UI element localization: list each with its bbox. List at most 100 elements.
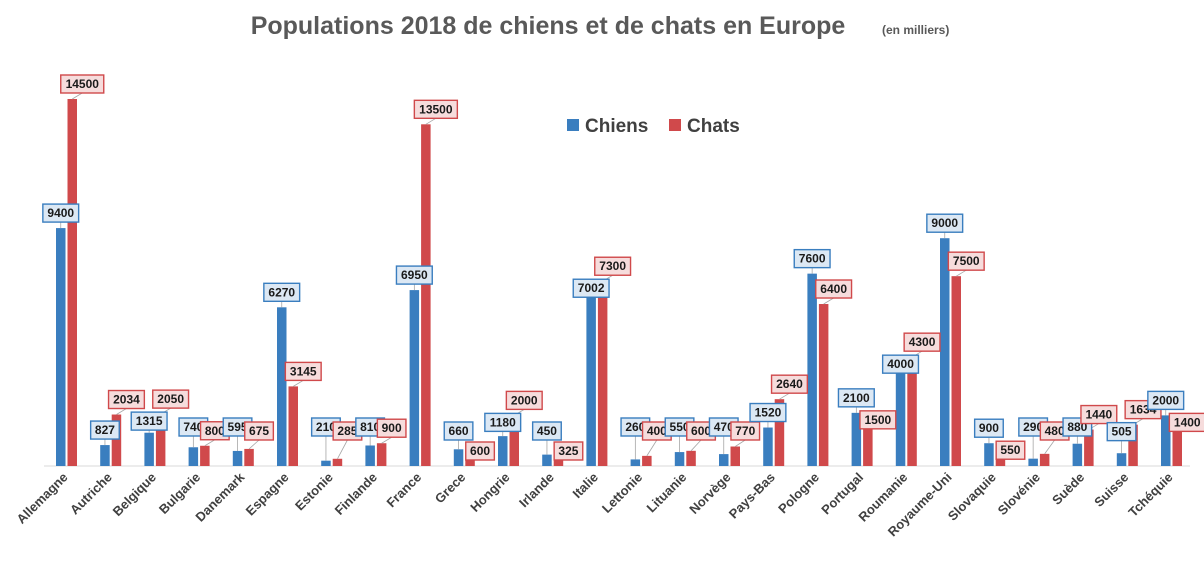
x-tick-label-pays-bas: Pays-Bas: [726, 470, 778, 522]
leader-lines-layer: [60, 92, 1188, 461]
data-label-box-chats-norvege: [730, 421, 761, 441]
data-label-box-chiens-grece: [443, 421, 474, 441]
data-label-box-chats-pays-bas: [770, 374, 809, 394]
data-label-chiens-norvege: 470: [714, 420, 734, 434]
x-tick-label-autriche: Autriche: [67, 470, 115, 518]
bar-chats-lettonie: [642, 455, 652, 466]
x-tick-label-slovenie: Slovénie: [995, 470, 1043, 518]
x-tick-label-tchequie: Tchéquie: [1125, 470, 1175, 520]
data-label-box-chats-finlande: [376, 418, 407, 438]
data-label-chats-autriche: 2034: [113, 393, 140, 407]
bar-chats-hongrie: [509, 415, 519, 466]
x-tick-label-italie: Italie: [569, 470, 601, 502]
bar-chiens-bulgarie: [188, 447, 199, 466]
legend-label-chiens: Chiens: [585, 116, 648, 137]
bar-chats-suisse: [1128, 424, 1138, 466]
data-label-box-chats-slovaquie: [995, 440, 1026, 460]
data-label-chats-espagne: 3145: [290, 364, 317, 378]
bar-chiens-suede: [1072, 443, 1083, 466]
data-label-box-chiens-roumanie: [881, 354, 920, 374]
bar-chats-danemark: [244, 448, 254, 466]
data-label-chiens-grece: 660: [449, 424, 469, 438]
data-label-box-chats-tchequie: [1168, 412, 1204, 433]
data-label-box-chats-pologne: [815, 279, 853, 299]
bar-chats-tchequie: [1172, 430, 1182, 466]
chart-title: Populations 2018 de chiens et de chats e…: [251, 12, 846, 40]
data-label-chats-france: 13500: [419, 102, 453, 116]
data-label-box-chiens-tchequie: [1147, 390, 1185, 411]
leader-line-chats-lituanie: [690, 439, 702, 452]
bar-chiens-finlande: [365, 445, 375, 466]
data-label-chiens-autriche: 827: [95, 423, 115, 437]
data-label-box-chiens-pologne: [793, 248, 831, 269]
data-label-box-chats-portugal: [859, 410, 897, 430]
data-label-box-chiens-france: [395, 265, 433, 285]
data-label-box-chiens-hongrie: [484, 412, 522, 433]
bar-chiens-grece: [453, 449, 464, 466]
bar-chats-lituanie: [686, 450, 696, 466]
data-label-box-chiens-suisse: [1106, 421, 1137, 442]
data-label-chats-pologne: 6400: [820, 282, 847, 296]
data-label-chats-royaume-uni: 7500: [953, 254, 980, 268]
leader-line-chats-slovenie: [1044, 439, 1055, 455]
bar-chiens-allemagne: [56, 228, 66, 466]
leader-line-chats-lettonie: [646, 439, 658, 457]
data-label-chiens-bulgarie: 740: [183, 420, 203, 434]
bar-chats-finlande: [376, 443, 387, 466]
bar-chiens-royaume-uni: [940, 238, 950, 466]
x-tick-label-lituanie: Lituanie: [644, 470, 690, 516]
data-label-chiens-hongrie: 1180: [490, 415, 516, 429]
data-label-box-chiens-belgique: [130, 411, 168, 431]
leader-line-chats-bulgarie: [204, 439, 216, 447]
data-label-chats-grece: 600: [470, 444, 490, 458]
data-label-chats-irlande: 325: [558, 444, 578, 458]
leader-line-chats-pays-bas: [779, 392, 790, 400]
bar-chats-suede: [1084, 429, 1094, 466]
data-label-box-chats-royaume-uni: [947, 251, 985, 271]
data-label-chats-lettonie: 400: [647, 424, 667, 438]
data-label-chats-slovenie: 480: [1045, 424, 1065, 438]
data-label-chiens-lettonie: 260: [625, 420, 645, 434]
bar-chiens-pologne: [807, 273, 817, 466]
data-label-box-chiens-pays-bas: [749, 402, 787, 423]
data-label-box-chiens-irlande: [531, 421, 562, 441]
x-tick-label-pologne: Pologne: [775, 470, 822, 517]
data-label-chiens-pays-bas: 1520: [755, 406, 782, 420]
bar-chats-italie: [597, 281, 608, 466]
x-tick-label-slovaquie: Slovaquie: [945, 470, 999, 524]
x-tick-labels-layer: AllemagneAutricheBelgiqueBulgarieDanemar…: [14, 469, 1176, 539]
leader-line-chats-finlande: [381, 436, 392, 444]
data-label-box-chats-autriche: [107, 389, 146, 410]
data-label-box-chats-hongrie: [505, 390, 543, 411]
data-label-box-chats-grece: [465, 441, 496, 461]
data-label-chiens-allemagne: 9400: [47, 206, 74, 220]
x-tick-label-belgique: Belgique: [110, 470, 159, 519]
bar-chiens-norvege: [719, 454, 729, 466]
data-label-chiens-irlande: 450: [537, 424, 557, 438]
x-tick-label-espagne: Espagne: [243, 470, 292, 519]
bar-chats-allemagne: [67, 99, 77, 466]
bar-chiens-slovenie: [1028, 458, 1038, 466]
x-tick-label-finlande: Finlande: [332, 470, 380, 518]
bar-chiens-suisse: [1116, 453, 1127, 466]
bar-chats-roumanie: [907, 357, 917, 466]
bar-chats-estonie: [332, 458, 343, 466]
data-label-chats-hongrie: 2000: [511, 393, 538, 407]
bar-chiens-roumanie: [895, 364, 906, 466]
leader-line-chats-danemark: [248, 439, 260, 450]
bar-chiens-tchequie: [1161, 415, 1171, 466]
data-label-chats-finlande: 900: [382, 421, 402, 435]
data-label-chats-allemagne: 14500: [66, 77, 100, 91]
bar-chats-autriche: [111, 414, 122, 466]
bar-chiens-estonie: [321, 460, 331, 466]
bar-chiens-pays-bas: [763, 427, 773, 466]
bar-chiens-hongrie: [498, 436, 508, 466]
bars-layer: [56, 99, 1182, 466]
x-tick-label-suisse: Suisse: [1091, 470, 1131, 510]
bar-chats-portugal: [863, 428, 873, 466]
data-label-box-chiens-portugal: [837, 388, 875, 408]
x-tick-label-estonie: Estonie: [292, 470, 336, 514]
data-label-chats-estonie: 285: [337, 424, 357, 438]
data-label-box-chiens-royaume-uni: [926, 213, 964, 233]
data-label-chats-bulgarie: 800: [205, 424, 225, 438]
